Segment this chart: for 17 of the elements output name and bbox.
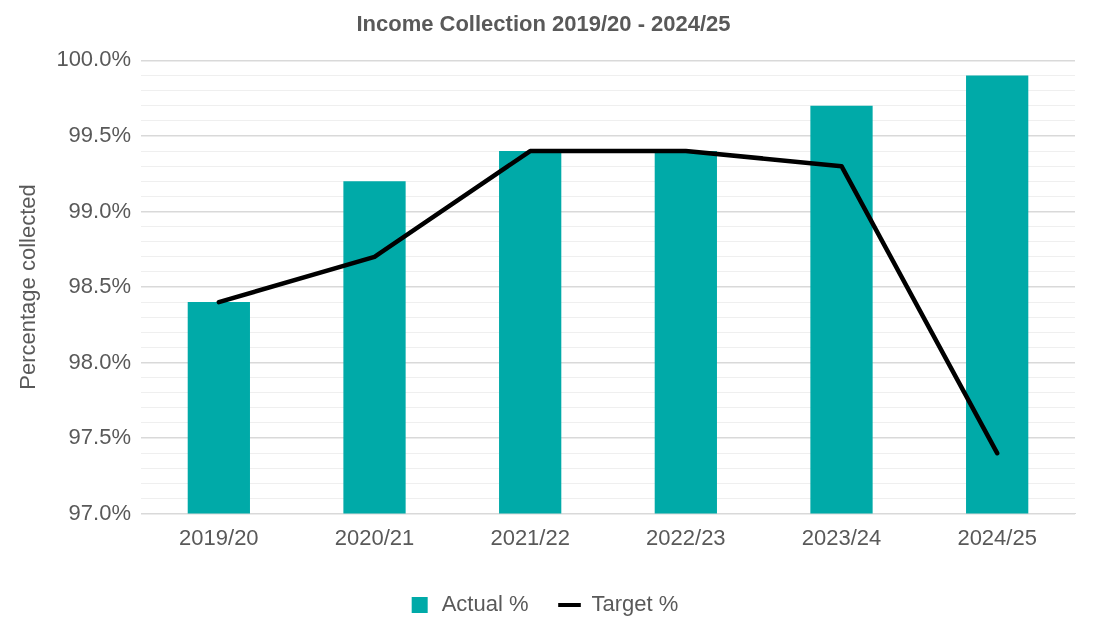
x-tick-label: 2021/22: [490, 524, 570, 550]
y-tick-label: 100.0%: [56, 46, 132, 72]
y-axis-title: Percentage collected: [15, 184, 41, 390]
legend-label: Target %: [591, 591, 679, 617]
y-tick-label: 99.5%: [68, 122, 132, 147]
y-tick-label: 98.5%: [68, 273, 132, 299]
y-tick-label: 99.0%: [68, 197, 132, 223]
x-tick-label: 2023/24: [801, 524, 882, 550]
chart-title: Income Collection 2019/20 - 2024/25: [356, 11, 731, 37]
x-tick-label: 2020/21: [334, 524, 415, 550]
x-tick-label: 2022/23: [646, 524, 726, 550]
y-tick-label: 97.5%: [68, 424, 132, 450]
y-tick-label: 98.0%: [68, 348, 132, 374]
y-tick-label: 97.0%: [68, 499, 132, 525]
legend-label: Actual %: [441, 591, 529, 617]
x-tick-label: 2024/25: [957, 524, 1037, 550]
x-tick-label: 2019/20: [179, 524, 259, 550]
